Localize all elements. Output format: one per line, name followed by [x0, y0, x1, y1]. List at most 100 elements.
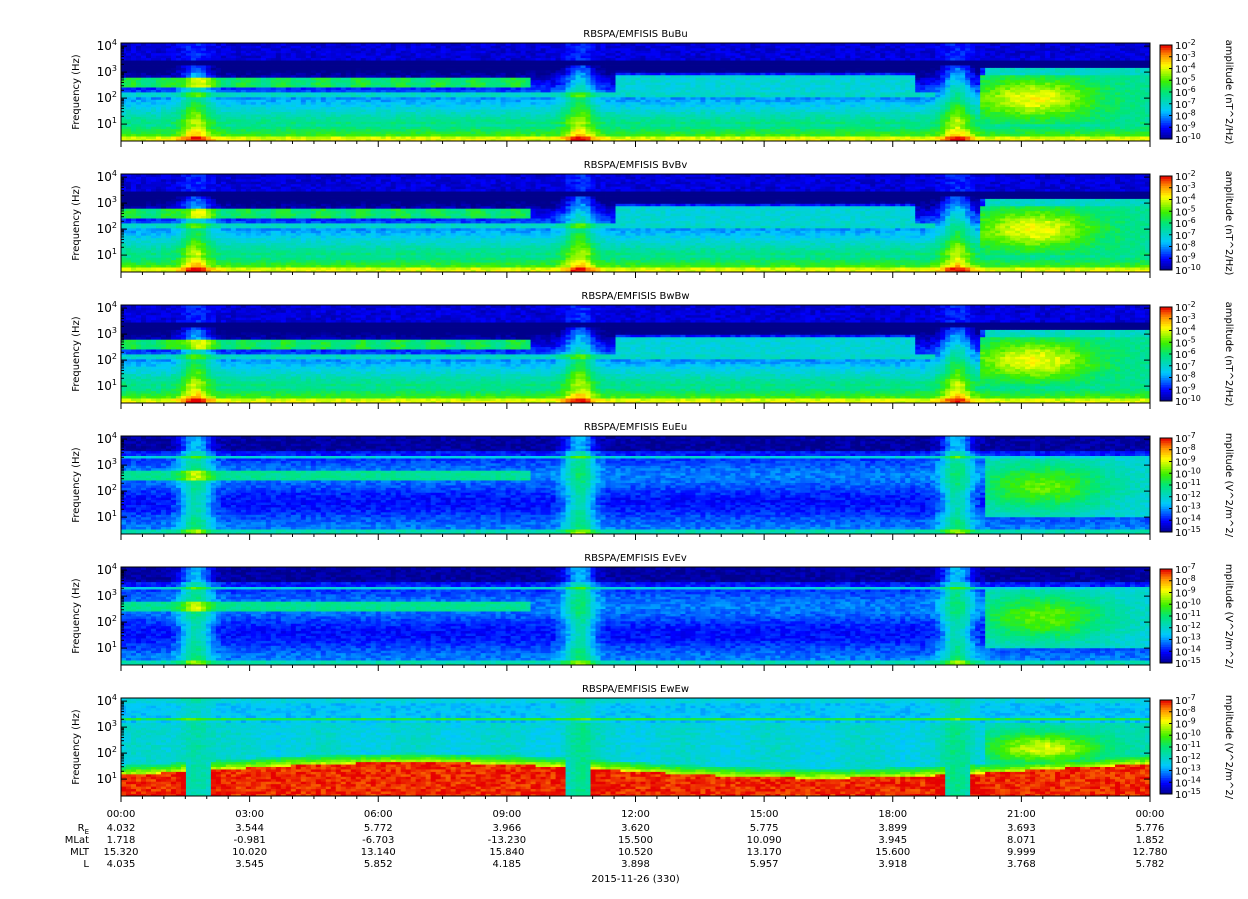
spectrogram-cell: [230, 138, 237, 142]
spectrogram-cell: [705, 114, 711, 117]
spectrogram-cell: [580, 138, 586, 142]
spectrogram-cell: [325, 104, 332, 108]
spectrogram-cell: [425, 126, 432, 130]
spectrogram-cell: [545, 92, 551, 95]
spectrogram-cell: [170, 118, 177, 122]
spectrogram-cell: [720, 133, 726, 137]
spectrogram-cell: [160, 101, 167, 105]
spectrogram-cell: [310, 121, 317, 125]
spectrogram-cell: [495, 43, 502, 46]
spectrogram-cell: [285, 133, 292, 137]
spectrogram-cell: [240, 82, 247, 86]
spectrogram-cell: [615, 55, 621, 59]
spectrogram-cell: [535, 138, 541, 142]
spectrogram-cell: [670, 84, 676, 88]
spectrogram-cell: [595, 55, 601, 59]
spectrogram-cell: [660, 123, 666, 127]
spectrogram-cell: [305, 55, 312, 59]
spectrogram-cell: [400, 133, 407, 137]
spectrogram-cell: [150, 101, 157, 105]
spectrogram-cell: [475, 99, 482, 103]
spectrogram-cell: [480, 60, 487, 63]
spectrogram-cell: [640, 87, 646, 90]
spectrogram-cell: [230, 94, 237, 98]
spectrogram-cell: [655, 111, 661, 115]
spectrogram-cell: [715, 82, 721, 86]
spectrogram-cell: [440, 50, 447, 54]
spectrogram-cell: [670, 114, 676, 117]
spectrogram-cell: [520, 84, 527, 88]
spectrogram-cell: [355, 92, 362, 95]
spectrogram-cell: [685, 138, 691, 142]
spectrogram-cell: [395, 65, 402, 68]
spectrogram-cell: [480, 82, 487, 86]
spectrogram-cell: [155, 133, 162, 137]
spectrogram-cell: [290, 55, 297, 59]
spectrogram-cell: [665, 60, 671, 63]
spectrogram-cell: [740, 52, 746, 56]
spectrogram-cell: [395, 116, 402, 120]
spectrogram-cell: [295, 87, 302, 90]
spectrogram-cell: [445, 43, 452, 46]
spectrogram-cell: [495, 138, 502, 142]
spectrogram-cell: [135, 52, 142, 56]
spectrogram-cell: [155, 111, 162, 115]
spectrogram-cell: [400, 74, 407, 78]
spectrogram-cell: [615, 79, 621, 83]
spectrogram-cell: [625, 52, 631, 56]
spectrogram-cell: [270, 121, 277, 125]
spectrogram-cell: [415, 60, 422, 63]
spectrogram-cell: [230, 126, 237, 130]
spectrogram-cell: [180, 65, 187, 68]
spectrogram-cell: [650, 84, 656, 88]
spectrogram-cell: [715, 104, 721, 108]
spectrogram-cell: [520, 118, 527, 122]
spectrogram-cell: [385, 94, 392, 98]
spectrogram-cell: [660, 60, 666, 63]
spectrogram-cell: [575, 87, 581, 90]
spectrogram-cell: [655, 92, 661, 95]
spectrogram-cell: [525, 99, 532, 103]
spectrogram-cell: [625, 116, 631, 120]
spectrogram-cell: [270, 96, 277, 100]
spectrogram-cell: [265, 79, 272, 83]
spectrogram-cell: [145, 89, 152, 93]
spectrogram-cell: [475, 101, 482, 105]
spectrogram-cell: [540, 43, 546, 46]
spectrogram-cell: [450, 82, 457, 86]
spectrogram-cell: [250, 79, 257, 83]
spectrogram-cell: [325, 131, 332, 135]
spectrogram-cell: [625, 131, 631, 135]
spectrogram-cell: [405, 72, 412, 76]
spectrogram-cell: [670, 72, 676, 76]
spectrogram-cell: [240, 101, 247, 105]
spectrogram-cell: [240, 99, 247, 103]
spectrogram-cell: [205, 94, 212, 98]
spectrogram-cell: [510, 99, 517, 103]
spectrogram-cell: [670, 128, 676, 132]
spectrogram-cell: [695, 136, 701, 139]
spectrogram-cell: [455, 45, 462, 49]
spectrogram-cell: [520, 55, 527, 59]
spectrogram-cell: [235, 67, 242, 71]
spectrogram-cell: [580, 47, 586, 51]
spectrogram-cell: [205, 84, 212, 88]
spectrogram-cell: [545, 77, 551, 81]
spectrogram-cell: [190, 52, 197, 56]
spectrogram-cell: [295, 62, 302, 66]
spectrogram-cell: [255, 65, 262, 68]
spectrogram-cell: [705, 121, 711, 125]
spectrogram-cell: [530, 114, 536, 117]
spectrogram-cell: [255, 79, 262, 83]
spectrogram-cell: [510, 104, 517, 108]
spectrogram-cell: [320, 82, 327, 86]
spectrogram-cell: [300, 136, 307, 139]
spectrogram-cell: [670, 87, 676, 90]
spectrogram-cell: [610, 89, 616, 93]
spectrogram-cell: [715, 72, 721, 76]
spectrogram-cell: [730, 101, 736, 105]
spectrogram-cell: [410, 60, 417, 63]
spectrogram-cell: [245, 94, 252, 98]
spectrogram-cell: [145, 131, 152, 135]
spectrogram-cell: [680, 123, 686, 127]
